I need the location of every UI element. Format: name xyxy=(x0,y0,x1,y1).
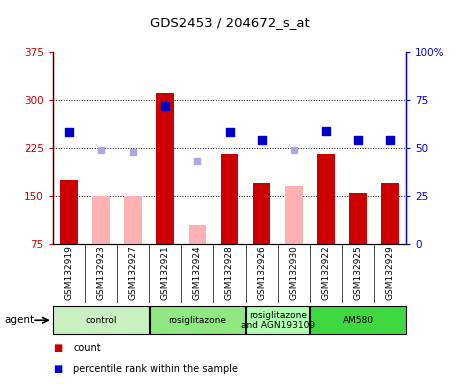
Point xyxy=(354,137,362,143)
Point xyxy=(194,158,201,164)
FancyBboxPatch shape xyxy=(310,306,406,334)
Point xyxy=(65,129,73,136)
Point xyxy=(162,103,169,109)
Text: ■: ■ xyxy=(53,343,62,353)
Bar xyxy=(157,93,174,244)
Text: GDS2453 / 204672_s_at: GDS2453 / 204672_s_at xyxy=(150,16,309,29)
Point xyxy=(97,147,105,153)
Text: control: control xyxy=(85,316,117,325)
Point xyxy=(226,129,233,136)
Point xyxy=(386,137,394,143)
Bar xyxy=(92,196,110,244)
Text: AM580: AM580 xyxy=(342,316,374,325)
Bar xyxy=(317,154,335,244)
Text: percentile rank within the sample: percentile rank within the sample xyxy=(73,364,238,374)
Point xyxy=(258,137,265,143)
Point xyxy=(322,127,330,134)
FancyBboxPatch shape xyxy=(246,306,309,334)
Bar xyxy=(221,154,238,244)
Point xyxy=(129,149,137,155)
Bar xyxy=(285,186,302,244)
Text: rosiglitazone
and AGN193109: rosiglitazone and AGN193109 xyxy=(241,311,315,330)
Bar xyxy=(253,183,270,244)
Text: agent: agent xyxy=(5,315,35,325)
Bar xyxy=(189,225,206,244)
FancyBboxPatch shape xyxy=(53,306,149,334)
Bar xyxy=(349,193,367,244)
Bar xyxy=(60,180,78,244)
Bar xyxy=(124,196,142,244)
Text: rosiglitazone: rosiglitazone xyxy=(168,316,226,325)
Point xyxy=(290,147,297,153)
Text: count: count xyxy=(73,343,101,353)
Text: ■: ■ xyxy=(53,364,62,374)
FancyBboxPatch shape xyxy=(150,306,245,334)
Bar xyxy=(381,183,399,244)
